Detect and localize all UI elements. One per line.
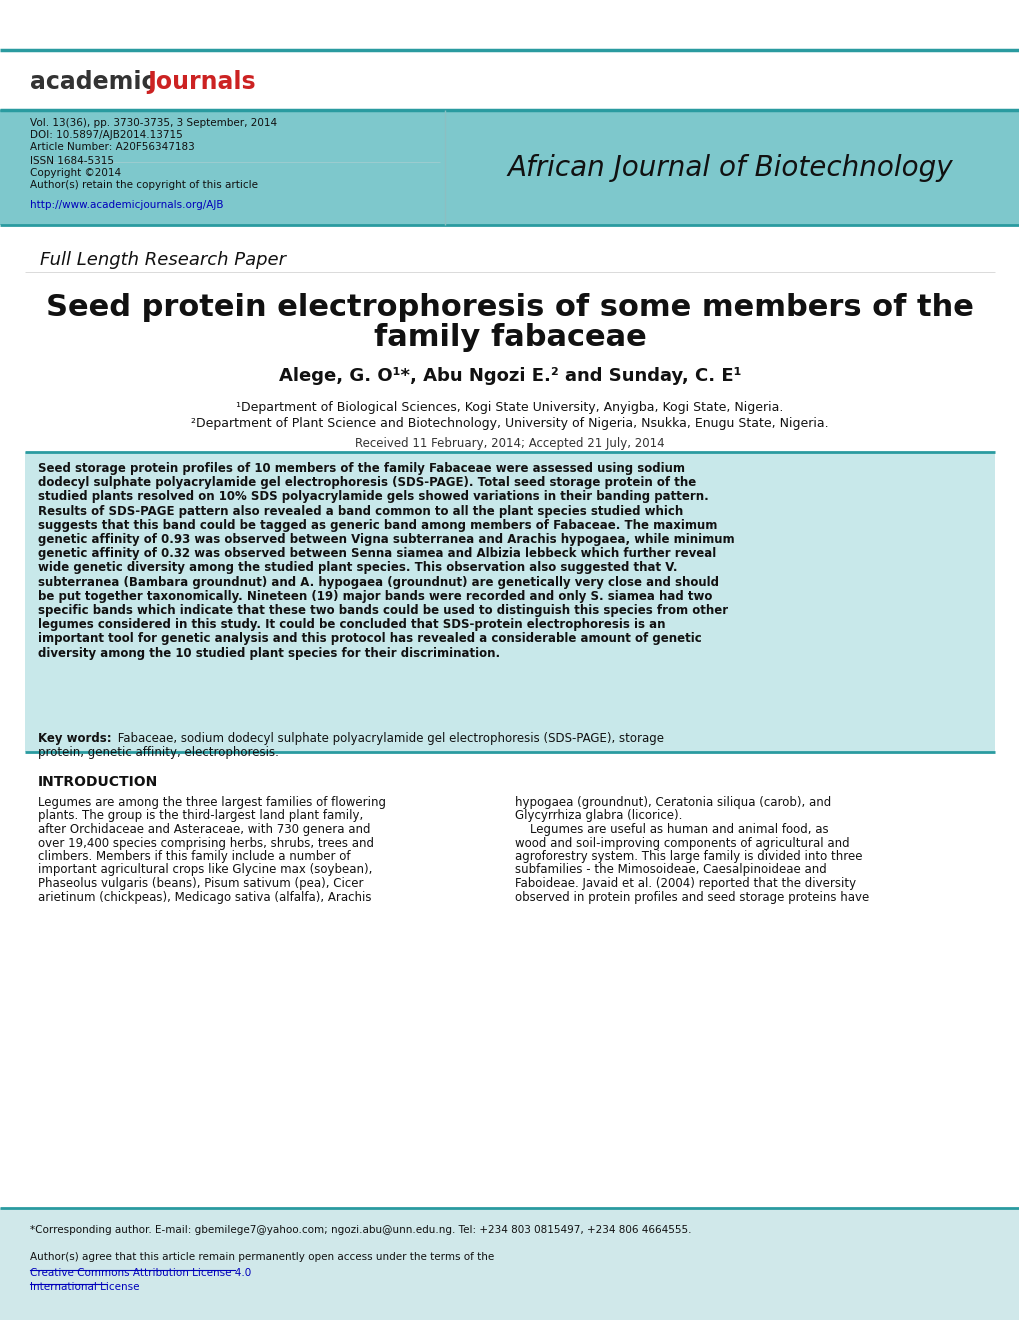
Text: plants. The group is the third-largest land plant family,: plants. The group is the third-largest l… (38, 809, 363, 822)
Text: important agricultural crops like Glycine max (soybean),: important agricultural crops like Glycin… (38, 863, 372, 876)
FancyBboxPatch shape (0, 110, 1019, 224)
Text: important tool for genetic analysis and this protocol has revealed a considerabl: important tool for genetic analysis and … (38, 632, 701, 645)
Text: subterranea (Bambara groundnut) and A. hypogaea (groundnut) are genetically very: subterranea (Bambara groundnut) and A. h… (38, 576, 718, 589)
Text: observed in protein profiles and seed storage proteins have: observed in protein profiles and seed st… (515, 891, 868, 903)
Text: DOI: 10.5897/AJB2014.13715: DOI: 10.5897/AJB2014.13715 (30, 129, 182, 140)
Text: dodecyl sulphate polyacrylamide gel electrophoresis (SDS-PAGE). Total seed stora: dodecyl sulphate polyacrylamide gel elec… (38, 477, 696, 490)
Text: specific bands which indicate that these two bands could be used to distinguish : specific bands which indicate that these… (38, 605, 728, 616)
Text: wood and soil-improving components of agricultural and: wood and soil-improving components of ag… (515, 837, 849, 850)
Text: hypogaea (groundnut), Ceratonia siliqua (carob), and: hypogaea (groundnut), Ceratonia siliqua … (515, 796, 830, 809)
Text: *Corresponding author. E-mail: gbemilege7@yahoo.com; ngozi.abu@unn.edu.ng. Tel: : *Corresponding author. E-mail: gbemilege… (30, 1225, 691, 1236)
Text: academic: academic (30, 70, 155, 94)
FancyBboxPatch shape (0, 1208, 1019, 1320)
Text: Faboideae. Javaid et al. (2004) reported that the diversity: Faboideae. Javaid et al. (2004) reported… (515, 876, 855, 890)
Text: Full Length Research Paper: Full Length Research Paper (40, 251, 285, 269)
Text: family fabaceae: family fabaceae (373, 323, 646, 352)
Text: Seed protein electrophoresis of some members of the: Seed protein electrophoresis of some mem… (46, 293, 973, 322)
Text: Copyright ©2014: Copyright ©2014 (30, 168, 121, 178)
Text: after Orchidaceae and Asteraceae, with 730 genera and: after Orchidaceae and Asteraceae, with 7… (38, 822, 370, 836)
Text: wide genetic diversity among the studied plant species. This observation also su: wide genetic diversity among the studied… (38, 561, 677, 574)
Text: diversity among the 10 studied plant species for their discrimination.: diversity among the 10 studied plant spe… (38, 647, 499, 660)
Text: International License: International License (30, 1282, 140, 1292)
Text: subfamilies - the Mimosoideae, Caesalpinoideae and: subfamilies - the Mimosoideae, Caesalpin… (515, 863, 826, 876)
Text: genetic affinity of 0.93 was observed between Vigna subterranea and Arachis hypo: genetic affinity of 0.93 was observed be… (38, 533, 734, 546)
Text: Journals: Journals (147, 70, 256, 94)
Text: Author(s) agree that this article remain permanently open access under the terms: Author(s) agree that this article remain… (30, 1251, 497, 1262)
Text: ²Department of Plant Science and Biotechnology, University of Nigeria, Nsukka, E: ²Department of Plant Science and Biotech… (191, 417, 828, 429)
Text: over 19,400 species comprising herbs, shrubs, trees and: over 19,400 species comprising herbs, sh… (38, 837, 374, 850)
Text: studied plants resolved on 10% SDS polyacrylamide gels showed variations in thei: studied plants resolved on 10% SDS polya… (38, 491, 708, 503)
Text: Seed storage protein profiles of 10 members of the family Fabaceae were assessed: Seed storage protein profiles of 10 memb… (38, 462, 685, 475)
Text: protein, genetic affinity, electrophoresis.: protein, genetic affinity, electrophores… (38, 746, 278, 759)
Text: be put together taxonomically. Nineteen (19) major bands were recorded and only : be put together taxonomically. Nineteen … (38, 590, 711, 603)
Text: Author(s) retain the copyright of this article: Author(s) retain the copyright of this a… (30, 180, 258, 190)
FancyBboxPatch shape (0, 0, 1019, 50)
Text: Glycyrrhiza glabra (licorice).: Glycyrrhiza glabra (licorice). (515, 809, 682, 822)
Text: Article Number: A20F56347183: Article Number: A20F56347183 (30, 143, 195, 152)
Text: agroforestry system. This large family is divided into three: agroforestry system. This large family i… (515, 850, 862, 863)
Text: Phaseolus vulgaris (beans), Pisum sativum (pea), Cicer: Phaseolus vulgaris (beans), Pisum sativu… (38, 876, 363, 890)
Text: http://www.academicjournals.org/AJB: http://www.academicjournals.org/AJB (30, 201, 223, 210)
Text: legumes considered in this study. It could be concluded that SDS-protein electro: legumes considered in this study. It cou… (38, 618, 664, 631)
Text: Vol. 13(36), pp. 3730-3735, 3 September, 2014: Vol. 13(36), pp. 3730-3735, 3 September,… (30, 117, 277, 128)
FancyBboxPatch shape (0, 50, 1019, 110)
Text: Results of SDS-PAGE pattern also revealed a band common to all the plant species: Results of SDS-PAGE pattern also reveale… (38, 504, 683, 517)
Text: Key words:: Key words: (38, 733, 111, 744)
Text: Legumes are useful as human and animal food, as: Legumes are useful as human and animal f… (515, 822, 827, 836)
Text: ISSN 1684-5315: ISSN 1684-5315 (30, 156, 114, 166)
Text: genetic affinity of 0.32 was observed between Senna siamea and Albizia lebbeck w: genetic affinity of 0.32 was observed be… (38, 548, 715, 560)
Text: African Journal of Biotechnology: African Journal of Biotechnology (506, 154, 952, 182)
Text: Received 11 February, 2014; Accepted 21 July, 2014: Received 11 February, 2014; Accepted 21 … (355, 437, 664, 450)
Text: climbers. Members if this family include a number of: climbers. Members if this family include… (38, 850, 351, 863)
Text: Fabaceae, sodium dodecyl sulphate polyacrylamide gel electrophoresis (SDS-PAGE),: Fabaceae, sodium dodecyl sulphate polyac… (114, 733, 663, 744)
Text: Creative Commons Attribution License 4.0: Creative Commons Attribution License 4.0 (30, 1269, 251, 1278)
Text: Alege, G. O¹*, Abu Ngozi E.² and Sunday, C. E¹: Alege, G. O¹*, Abu Ngozi E.² and Sunday,… (278, 367, 741, 385)
Text: INTRODUCTION: INTRODUCTION (38, 775, 158, 789)
FancyBboxPatch shape (25, 451, 994, 752)
Text: arietinum (chickpeas), Medicago sativa (alfalfa), Arachis: arietinum (chickpeas), Medicago sativa (… (38, 891, 371, 903)
Text: ¹Department of Biological Sciences, Kogi State University, Anyigba, Kogi State, : ¹Department of Biological Sciences, Kogi… (236, 400, 783, 413)
Text: Legumes are among the three largest families of flowering: Legumes are among the three largest fami… (38, 796, 385, 809)
Text: suggests that this band could be tagged as generic band among members of Fabacea: suggests that this band could be tagged … (38, 519, 716, 532)
